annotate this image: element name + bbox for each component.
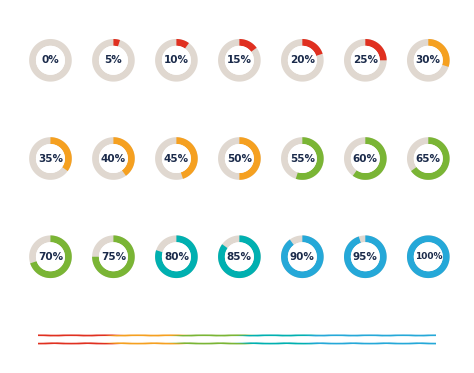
Polygon shape <box>92 235 135 278</box>
Text: 45%: 45% <box>164 154 189 163</box>
Polygon shape <box>344 137 387 180</box>
Text: 40%: 40% <box>101 154 126 163</box>
Polygon shape <box>113 39 120 47</box>
Polygon shape <box>155 137 198 180</box>
Text: 15%: 15% <box>227 55 252 65</box>
Text: 70%: 70% <box>38 252 63 262</box>
Polygon shape <box>414 144 443 173</box>
Polygon shape <box>162 242 191 271</box>
Circle shape <box>209 337 265 342</box>
Polygon shape <box>113 137 135 176</box>
Circle shape <box>375 337 431 342</box>
Polygon shape <box>351 242 380 271</box>
Polygon shape <box>225 144 254 173</box>
Text: 30%: 30% <box>416 55 441 65</box>
Circle shape <box>275 337 331 342</box>
Polygon shape <box>155 235 198 278</box>
Text: 35%: 35% <box>38 154 63 163</box>
Text: 90%: 90% <box>290 252 315 262</box>
Polygon shape <box>176 39 189 48</box>
Polygon shape <box>30 235 72 278</box>
Circle shape <box>342 337 398 342</box>
Polygon shape <box>407 39 450 82</box>
Text: 55%: 55% <box>290 154 315 163</box>
Polygon shape <box>92 137 135 180</box>
Polygon shape <box>218 39 261 82</box>
Text: 80%: 80% <box>164 252 189 262</box>
Text: 0%: 0% <box>42 55 59 65</box>
Polygon shape <box>407 235 450 278</box>
Text: 85%: 85% <box>227 252 252 262</box>
Polygon shape <box>36 242 65 271</box>
Polygon shape <box>225 46 254 75</box>
Polygon shape <box>225 242 254 271</box>
Polygon shape <box>99 144 128 173</box>
Circle shape <box>143 337 199 342</box>
Text: 50%: 50% <box>227 154 252 163</box>
Polygon shape <box>29 137 72 180</box>
Polygon shape <box>29 39 72 82</box>
Polygon shape <box>92 235 135 278</box>
Polygon shape <box>176 137 198 179</box>
Polygon shape <box>281 235 324 278</box>
Polygon shape <box>99 242 128 271</box>
Polygon shape <box>288 242 317 271</box>
Polygon shape <box>407 137 450 180</box>
Polygon shape <box>353 137 387 180</box>
Polygon shape <box>351 46 380 75</box>
Polygon shape <box>36 46 65 75</box>
Polygon shape <box>411 137 450 180</box>
Polygon shape <box>302 39 323 56</box>
Polygon shape <box>218 235 261 278</box>
Polygon shape <box>414 242 443 271</box>
Polygon shape <box>344 235 387 278</box>
Polygon shape <box>218 137 261 180</box>
Circle shape <box>309 337 365 342</box>
Circle shape <box>76 337 132 342</box>
Polygon shape <box>218 235 261 278</box>
Polygon shape <box>99 46 128 75</box>
Polygon shape <box>281 137 324 180</box>
Circle shape <box>10 337 66 342</box>
Polygon shape <box>162 144 191 173</box>
Polygon shape <box>155 39 198 82</box>
Polygon shape <box>288 46 317 75</box>
Polygon shape <box>239 39 256 52</box>
Polygon shape <box>414 46 443 75</box>
Text: 60%: 60% <box>353 154 378 163</box>
Polygon shape <box>92 39 135 82</box>
Text: 100%: 100% <box>415 252 442 261</box>
Polygon shape <box>29 235 72 278</box>
Circle shape <box>408 337 464 342</box>
Polygon shape <box>281 39 324 82</box>
Text: 10%: 10% <box>164 55 189 65</box>
Circle shape <box>43 337 99 342</box>
Circle shape <box>176 337 232 342</box>
Polygon shape <box>239 137 261 180</box>
Polygon shape <box>162 46 191 75</box>
Circle shape <box>242 337 298 342</box>
Text: 65%: 65% <box>416 154 441 163</box>
Polygon shape <box>155 235 198 278</box>
Polygon shape <box>407 235 450 278</box>
Text: 5%: 5% <box>105 55 122 65</box>
Polygon shape <box>50 137 72 171</box>
Text: 25%: 25% <box>353 55 378 65</box>
Polygon shape <box>36 144 65 173</box>
Polygon shape <box>344 235 387 278</box>
Text: 75%: 75% <box>101 252 126 262</box>
Polygon shape <box>288 144 317 173</box>
Polygon shape <box>296 137 324 180</box>
Polygon shape <box>281 235 324 278</box>
Polygon shape <box>344 39 387 82</box>
Circle shape <box>109 337 165 342</box>
Polygon shape <box>351 144 380 173</box>
Polygon shape <box>428 39 450 67</box>
Polygon shape <box>365 39 387 60</box>
Text: 20%: 20% <box>290 55 315 65</box>
Text: 95%: 95% <box>353 252 378 262</box>
